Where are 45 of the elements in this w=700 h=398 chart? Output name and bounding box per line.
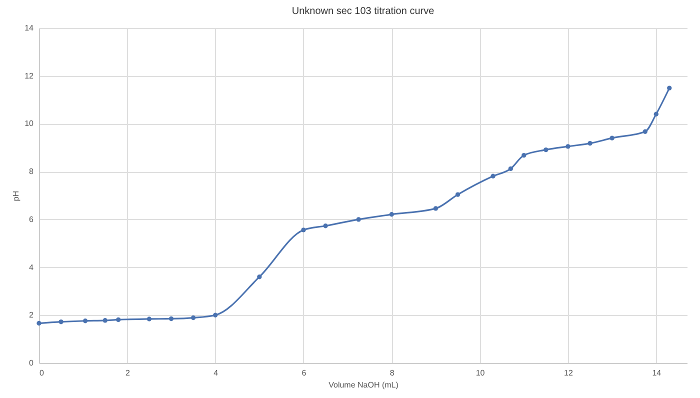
point	[116, 317, 121, 322]
point	[356, 217, 361, 222]
point	[301, 228, 306, 232]
point	[642, 129, 648, 134]
point	[190, 315, 196, 320]
y-tick-label: 8	[29, 167, 34, 176]
point	[389, 212, 394, 217]
y-tick-label: 4	[29, 262, 34, 272]
x-tick-label: 4	[214, 368, 219, 378]
point	[168, 316, 174, 322]
point	[508, 166, 514, 172]
x-axis-title: Volume NaOH (mL)	[328, 380, 399, 390]
x-tick-label: 8	[390, 368, 395, 378]
point	[522, 152, 526, 158]
y-tick-label: 0	[29, 358, 34, 368]
chart-title: Unknown sec 103 titration curve	[292, 6, 435, 17]
y-tick-label: 2	[29, 310, 34, 320]
point	[544, 147, 548, 152]
y-tick-label: 12	[24, 71, 34, 80]
point	[257, 274, 262, 280]
x-tick-label: 0	[40, 368, 44, 378]
y-tick-label: 14	[24, 24, 34, 32]
point	[433, 206, 438, 211]
point	[610, 136, 614, 140]
point	[102, 318, 108, 323]
point	[566, 144, 570, 149]
x-tick-label: 10	[476, 368, 486, 378]
y-axis-title: pH	[12, 190, 21, 202]
x-tick-label: 14	[652, 368, 662, 378]
point	[36, 320, 42, 326]
x-tick-label: 12	[564, 368, 574, 378]
y-tick-label: 10	[24, 119, 34, 128]
point	[588, 140, 592, 146]
point	[212, 312, 218, 318]
point	[654, 112, 658, 116]
point	[146, 316, 152, 322]
point	[490, 174, 496, 178]
point	[82, 318, 88, 324]
point	[323, 224, 328, 228]
x-tick-label: 2	[125, 368, 130, 378]
point	[58, 320, 64, 324]
point	[455, 192, 460, 197]
x-tick-label: 6	[302, 368, 307, 378]
y-tick-label: 6	[29, 214, 34, 224]
point	[667, 86, 672, 90]
